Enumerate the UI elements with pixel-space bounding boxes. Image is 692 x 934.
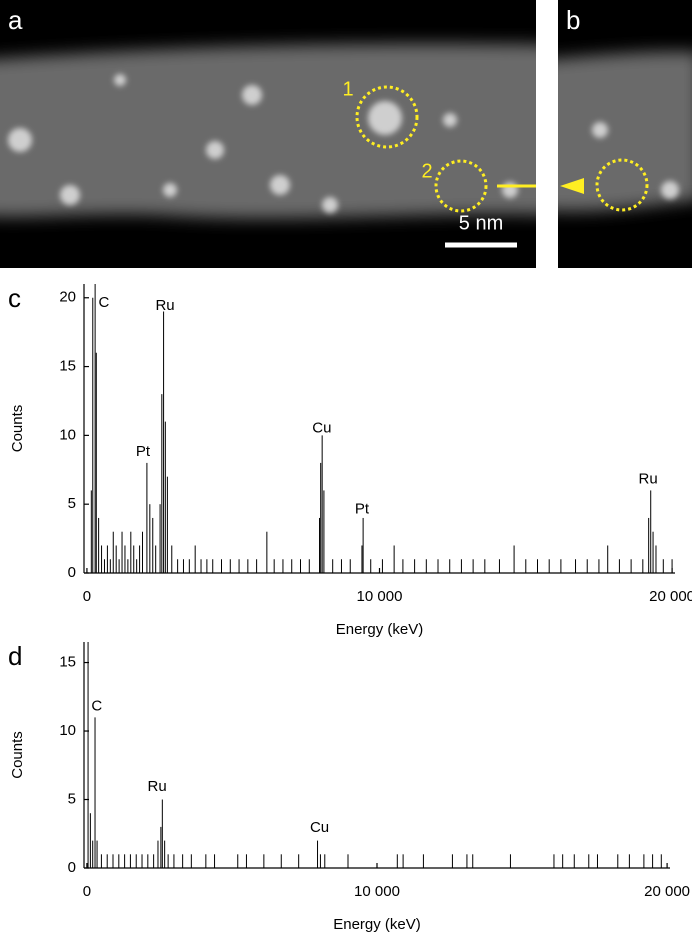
y-axis-title: Counts	[9, 405, 26, 453]
panel-label: d	[8, 641, 22, 671]
x-tick-label: 0	[83, 588, 91, 605]
peak-label: Pt	[136, 443, 151, 460]
marker-label: 1	[342, 78, 353, 100]
panel-label: c	[8, 283, 21, 313]
y-tick-label: 0	[68, 859, 76, 876]
x-tick-label: 20 000	[649, 588, 692, 605]
marker-label: 2	[421, 160, 432, 182]
y-tick-label: 15	[59, 358, 76, 375]
x-tick-label: 10 000	[357, 588, 403, 605]
peak-label: Cu	[310, 819, 329, 836]
x-tick-label: 20 000	[644, 883, 690, 900]
y-tick-label: 5	[68, 495, 76, 512]
peak-label: Pt	[355, 501, 370, 518]
panel-label: a	[8, 5, 23, 35]
y-tick-label: 15	[59, 654, 76, 671]
y-axis-title: Counts	[9, 731, 26, 779]
y-tick-label: 5	[68, 790, 76, 807]
peak-label: Ru	[155, 297, 174, 314]
micrograph-a	[0, 0, 536, 268]
x-axis-title: Energy (keV)	[333, 916, 421, 933]
peak-label: C	[98, 294, 109, 311]
peak-label: Cu	[312, 419, 331, 436]
y-tick-label: 10	[59, 722, 76, 739]
micrograph-b	[558, 0, 692, 268]
panel-label: b	[566, 5, 580, 35]
peak-label: Ru	[148, 778, 167, 795]
peak-label: C	[91, 697, 102, 714]
y-tick-label: 20	[59, 289, 76, 306]
arrow-head	[560, 178, 584, 194]
x-tick-label: 0	[83, 883, 91, 900]
x-axis-title: Energy (keV)	[336, 621, 424, 638]
x-tick-label: 10 000	[354, 883, 400, 900]
y-tick-label: 10	[59, 426, 76, 443]
scale-bar-label: 5 nm	[459, 212, 503, 234]
peak-label: Ru	[638, 470, 657, 487]
y-tick-label: 0	[68, 564, 76, 581]
